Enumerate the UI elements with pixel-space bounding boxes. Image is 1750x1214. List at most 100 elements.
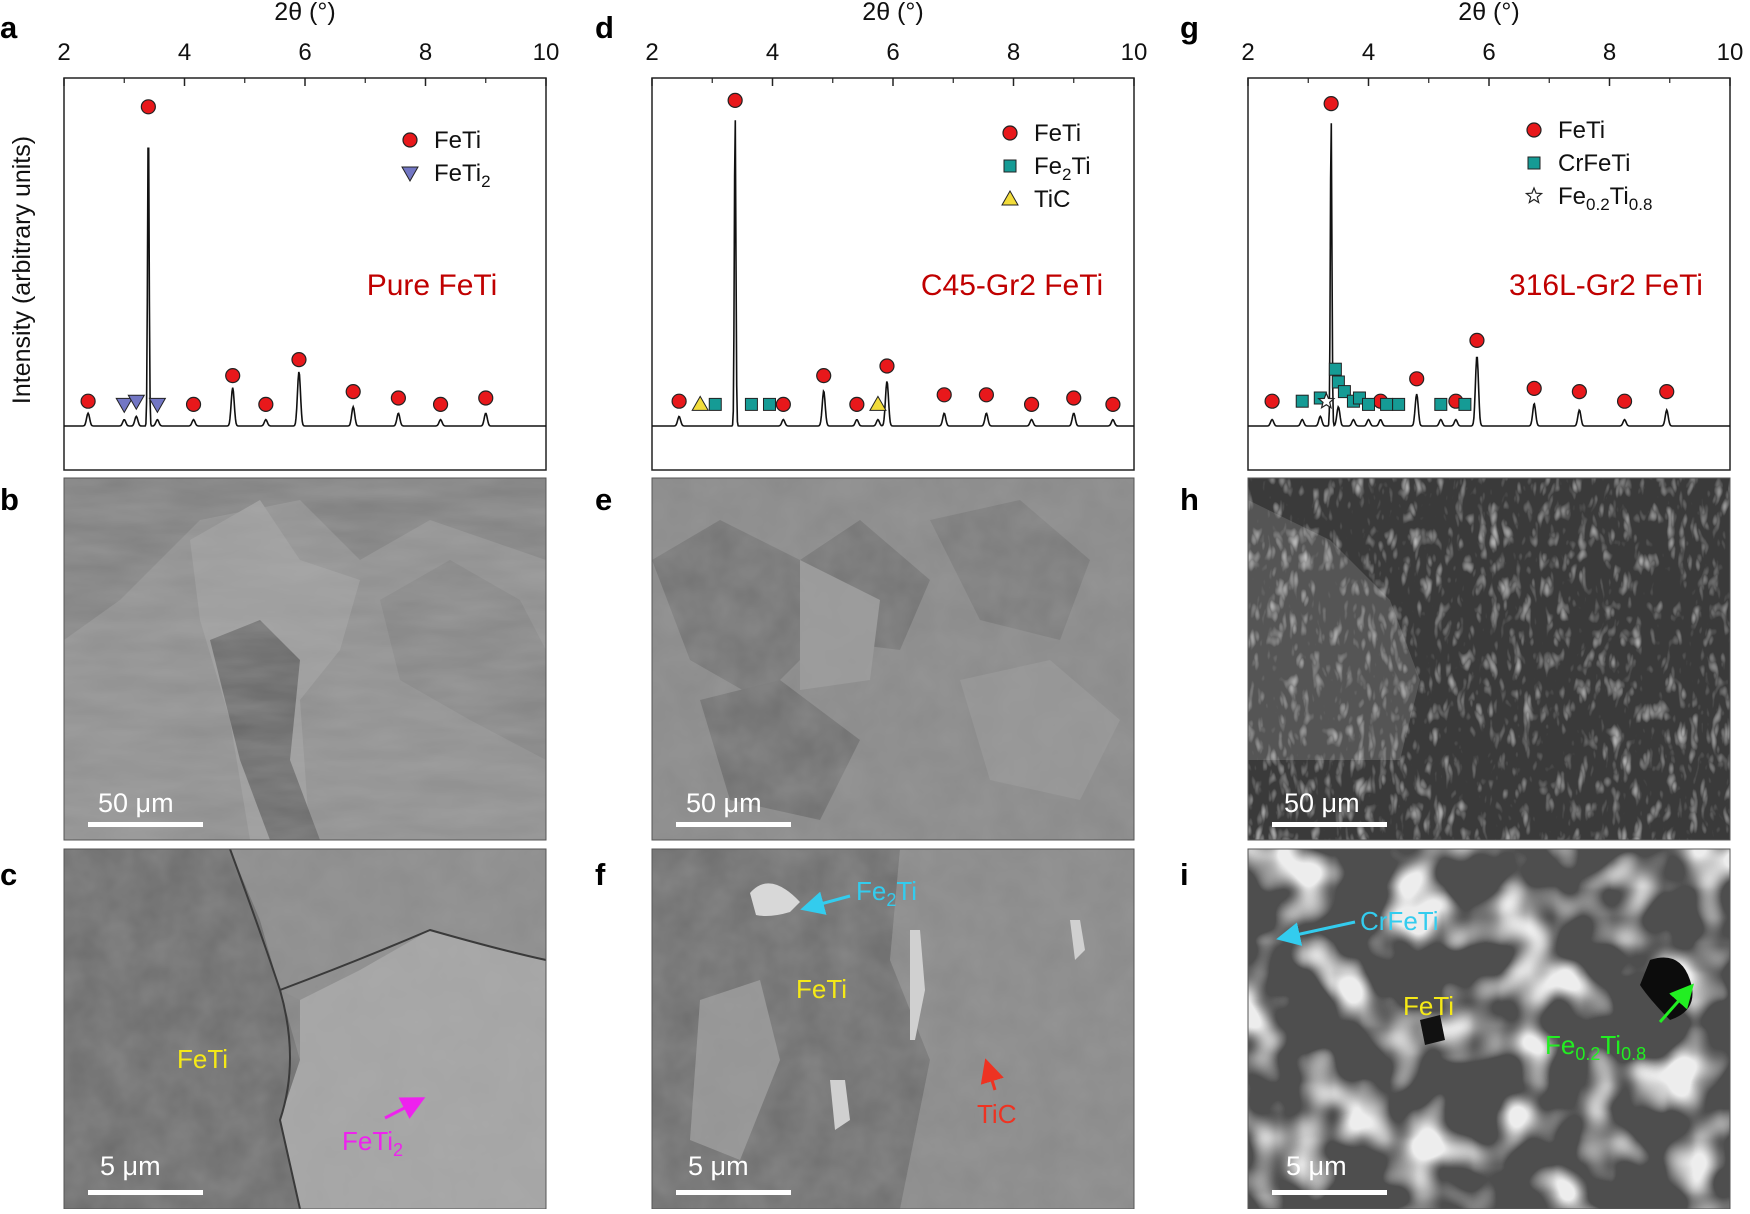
peak-marker-fe02ti08 [1317, 391, 1336, 410]
peak-marker-crfeti [1362, 397, 1375, 411]
sample-title: C45-Gr2 FeTi [921, 269, 1103, 302]
x-tick-label: 8 [1007, 39, 1020, 66]
legend-label-feti2: FeTi2 [434, 160, 491, 191]
peak-marker-feti [345, 384, 361, 400]
x-tick-label: 4 [1362, 39, 1375, 66]
x-tick-label: 6 [298, 39, 311, 66]
peak-marker-feti [727, 92, 743, 109]
peak-marker-feti2 [115, 397, 134, 414]
x-tick-label: 10 [1121, 39, 1148, 66]
panel-letter-e: e [595, 482, 612, 517]
peak-marker-feti [1526, 380, 1542, 396]
xrd-chart-pure-feti: 2 4 6 8 10 2θ (°) FeTi FeTi2 Pure FeTi [57, 0, 560, 471]
legend-marker-tic [1001, 189, 1019, 206]
peak-marker-feti [816, 368, 832, 384]
micrograph-i: CrFeTi FeTi Fe0.2Ti0.8 5 μm [1247, 848, 1731, 1210]
annotation-tic-f: TiC [977, 1099, 1016, 1129]
micrograph-h: 50 μm [1247, 477, 1731, 841]
micrograph-b: 50 μm [63, 477, 547, 841]
annotation-crfeti-i: CrFeTi [1360, 906, 1438, 936]
micrograph-c: FeTi FeTi2 5 μm [63, 848, 547, 1210]
x-tick-label: 8 [419, 39, 432, 66]
peak-marker-crfeti [1295, 394, 1309, 408]
x-tick-label: 10 [1717, 39, 1744, 66]
peak-marker-feti [1616, 393, 1633, 409]
legend-label-tic: TiC [1034, 186, 1070, 213]
peak-marker-tic [691, 395, 710, 411]
xrd-pattern-line [1248, 123, 1730, 427]
scale-bar-label-c: 5 μm [100, 1151, 161, 1181]
x-tick-label: 10 [533, 39, 560, 66]
legend-marker-feti2 [401, 166, 419, 183]
annotation-fe2ti-f: Fe2Ti [856, 876, 917, 910]
peak-marker-crfeti [1328, 362, 1342, 376]
peak-marker-feti [478, 390, 494, 406]
peak-marker-feti [1323, 95, 1339, 112]
peak-marker-fe2ti [708, 397, 722, 411]
arrow-fe2ti-f [800, 891, 851, 915]
x-tick-label: 6 [886, 39, 899, 66]
x-tick-label: 8 [1603, 39, 1616, 66]
legend-label-feti: FeTi [434, 127, 481, 154]
peak-marker-feti [1571, 384, 1587, 400]
scale-bar-label-e: 50 μm [686, 788, 762, 818]
peak-marker-fe2ti [744, 397, 758, 411]
panel-letter-b: b [0, 482, 19, 517]
scale-bar-label-h: 50 μm [1284, 788, 1360, 818]
x-axis-title: 2θ (°) [862, 0, 923, 26]
peak-marker-feti [1469, 332, 1485, 348]
scale-bar-label-f: 5 μm [688, 1151, 749, 1181]
panel-letter-f: f [595, 857, 606, 892]
peak-marker-feti [80, 393, 96, 409]
peak-marker-feti [879, 358, 895, 374]
panel-letter-c: c [0, 857, 17, 892]
legend-marker-feti [1526, 122, 1542, 138]
peak-marker-feti [1264, 393, 1280, 409]
sample-title: 316L-Gr2 FeTi [1509, 269, 1703, 302]
legend-label-feti: FeTi [1034, 120, 1081, 147]
annotation-feti-c: FeTi [177, 1044, 228, 1074]
annotation-feti2-c: FeTi2 [342, 1126, 403, 1160]
scale-bar-label-b: 50 μm [98, 788, 174, 818]
xrd-pattern-line [64, 147, 546, 427]
peak-marker-crfeti [1434, 397, 1448, 411]
micrograph-f: Fe2Ti FeTi TiC 5 μm [651, 848, 1135, 1210]
panel-letter-h: h [1180, 482, 1199, 517]
peak-marker-feti [291, 352, 307, 368]
peak-marker-feti [775, 396, 791, 412]
annotation-feti-f: FeTi [796, 974, 847, 1004]
peak-marker-tic [869, 395, 887, 411]
legend-marker-fe2ti [1003, 159, 1017, 173]
xrd-chart-316l-gr2-feti: 2 4 6 8 10 2θ (°) FeTi CrFeTi Fe0.2Ti0.8 316L-Gr2… [1241, 0, 1744, 471]
xrd-pattern-line [652, 120, 1134, 427]
panel-letter-g: g [1180, 10, 1199, 45]
peak-marker-feti [849, 396, 865, 412]
peak-marker-feti [225, 368, 241, 384]
peak-marker-feti [978, 387, 994, 403]
x-tick-label: 4 [766, 39, 779, 66]
peak-marker-feti [140, 99, 156, 115]
peak-marker-feti [671, 393, 687, 409]
panel-letter-a: a [0, 10, 18, 45]
legend-label-fe2ti: Fe2Ti [1034, 153, 1091, 184]
legend-marker-crfeti [1527, 156, 1541, 170]
scale-bar-label-i: 5 μm [1286, 1151, 1347, 1181]
peak-marker-feti [1066, 390, 1082, 406]
y-axis-title: Intensity (arbitrary units) [8, 136, 36, 404]
peak-marker-crfeti [1337, 385, 1351, 399]
legend-label-crfeti: CrFeTi [1558, 150, 1630, 177]
peak-marker-feti [432, 396, 449, 412]
legend-marker-feti [1002, 125, 1018, 141]
peak-marker-feti2 [127, 394, 146, 411]
peak-marker-crfeti [1458, 397, 1472, 411]
peak-marker-feti2 [148, 397, 167, 414]
legend-label-fe02ti08: Fe0.2Ti0.8 [1558, 183, 1652, 214]
peak-marker-feti [390, 390, 406, 406]
micrograph-e: 50 μm [651, 477, 1135, 841]
x-axis-title: 2θ (°) [1458, 0, 1519, 26]
peak-marker-crfeti [1380, 397, 1394, 411]
panel-letter-i: i [1180, 857, 1189, 892]
arrow-fe02ti08-i [1658, 983, 1694, 1023]
